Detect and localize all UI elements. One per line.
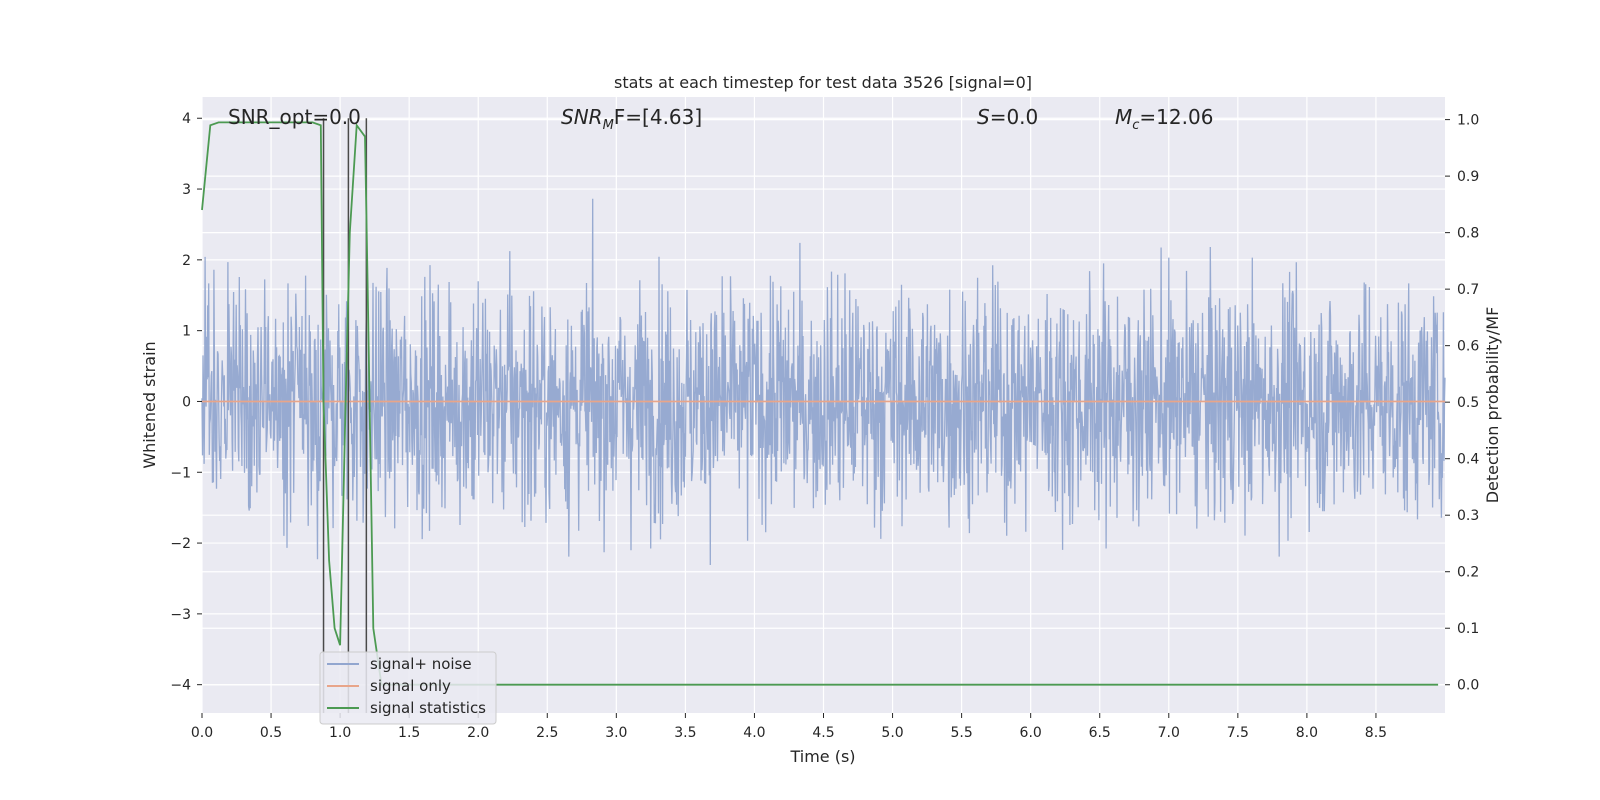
x-tick-label-12: 6.0 bbox=[1020, 725, 1042, 741]
x-tick-label-10: 5.0 bbox=[881, 725, 903, 741]
series-signal-noise bbox=[201, 198, 1446, 566]
annotation-snr-opt: SNR_opt=0.0 bbox=[228, 105, 361, 129]
y2-tick-label-8: 0.8 bbox=[1457, 226, 1479, 242]
x-tick-label-0: 0.0 bbox=[191, 725, 213, 741]
annotation-s: S=0.0 bbox=[977, 105, 1038, 129]
x-tick-label-14: 7.0 bbox=[1158, 725, 1180, 741]
x-tick-label-6: 3.0 bbox=[605, 725, 627, 741]
x-tick-label-2: 1.0 bbox=[329, 725, 351, 741]
x-tick-label-1: 0.5 bbox=[260, 725, 282, 741]
y-tick-label-1: −3 bbox=[170, 607, 191, 623]
y2-tick-label-1: 0.1 bbox=[1457, 621, 1479, 637]
y-axis-ticks: −4 −3 −2 −1 0 1 2 3 4 bbox=[170, 111, 202, 694]
y-axis-label: Whitened strain bbox=[140, 341, 159, 468]
legend: signal+ noise signal only signal statist… bbox=[319, 651, 497, 725]
y-tick-label-2: −2 bbox=[170, 536, 191, 552]
x-tick-label-5: 2.5 bbox=[536, 725, 558, 741]
annotation-mc-main: M bbox=[1115, 105, 1132, 129]
legend-label-signal-only: signal only bbox=[370, 677, 451, 695]
y2-tick-label-4: 0.4 bbox=[1457, 452, 1479, 468]
y-tick-label-6: 2 bbox=[182, 253, 191, 269]
series-line-signal-noise bbox=[201, 198, 1446, 566]
annotation-mc-sub: c bbox=[1132, 118, 1139, 133]
annotation-s-main: S bbox=[977, 105, 990, 129]
x-tick-label-8: 4.0 bbox=[743, 725, 765, 741]
series-line-signal-statistics bbox=[201, 121, 1439, 686]
annotation-s-rest: =0.0 bbox=[990, 105, 1039, 129]
annotation-snr-mf-sub: M bbox=[603, 118, 614, 133]
y2-tick-label-3: 0.3 bbox=[1457, 508, 1479, 524]
x-axis-ticks: 0.0 0.5 1.0 1.5 2.0 2.5 3.0 3.5 4.0 4.5 5.0 5.5 6.0 6… bbox=[191, 713, 1387, 741]
annotation-snr-mf-rest: F=[4.63] bbox=[614, 105, 702, 129]
x-tick-label-13: 6.5 bbox=[1089, 725, 1111, 741]
y-tick-label-3: −1 bbox=[170, 465, 191, 481]
annotation-mc-rest: =12.06 bbox=[1139, 105, 1213, 129]
y2-tick-label-5: 0.5 bbox=[1457, 395, 1479, 411]
y2-tick-label-6: 0.6 bbox=[1457, 339, 1479, 355]
y-tick-label-5: 1 bbox=[182, 324, 191, 340]
y2-tick-label-7: 0.7 bbox=[1457, 282, 1479, 298]
x-axis-label: Time (s) bbox=[789, 747, 855, 766]
y2-axis-ticks: 0.0 0.1 0.2 0.3 0.4 0.5 0.6 0.7 0.8 0.9 1.0 bbox=[1445, 113, 1479, 694]
legend-label-signal-noise: signal+ noise bbox=[370, 655, 472, 673]
y-tick-label-4: 0 bbox=[182, 394, 191, 410]
series-signal-statistics bbox=[201, 121, 1439, 686]
legend-label-signal-statistics: signal statistics bbox=[370, 699, 486, 717]
annotation-mc: Mc=12.06 bbox=[1115, 105, 1213, 133]
annotation-snr-mf: SNRMF=[4.63] bbox=[561, 105, 702, 133]
x-tick-label-9: 4.5 bbox=[812, 725, 834, 741]
annotation-snr-mf-main: SNR bbox=[561, 105, 603, 129]
x-tick-label-16: 8.0 bbox=[1296, 725, 1318, 741]
x-tick-label-3: 1.5 bbox=[398, 725, 420, 741]
y2-tick-label-10: 1.0 bbox=[1457, 113, 1479, 129]
x-tick-label-7: 3.5 bbox=[674, 725, 696, 741]
y2-tick-label-2: 0.2 bbox=[1457, 565, 1479, 581]
x-tick-label-4: 2.0 bbox=[467, 725, 489, 741]
x-tick-label-17: 8.5 bbox=[1365, 725, 1387, 741]
x-tick-label-11: 5.5 bbox=[950, 725, 972, 741]
legend-box bbox=[319, 651, 497, 725]
x-tick-label-15: 7.5 bbox=[1227, 725, 1249, 741]
y-tick-label-7: 3 bbox=[182, 182, 191, 198]
y2-tick-label-9: 0.9 bbox=[1457, 169, 1479, 185]
y2-tick-label-0: 0.0 bbox=[1457, 678, 1479, 694]
y-tick-label-0: −4 bbox=[170, 678, 191, 694]
chart-title: stats at each timestep for test data 352… bbox=[614, 73, 1032, 92]
y-tick-label-8: 4 bbox=[182, 111, 191, 127]
y2-axis-label: Detection probability/MF bbox=[1483, 307, 1502, 504]
